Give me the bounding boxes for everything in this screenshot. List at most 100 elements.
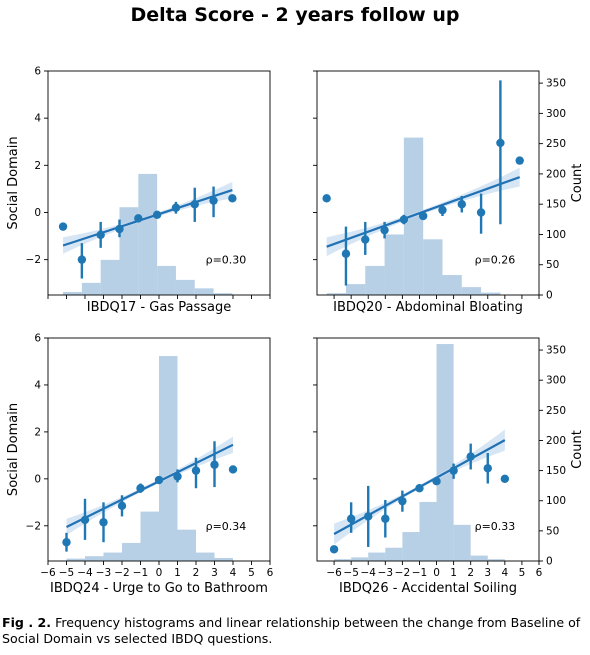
data-point [361, 235, 370, 244]
data-point [476, 208, 486, 217]
x-axis-label: IBDQ24 - Urge to Go to Bathroom [50, 581, 268, 596]
count-tick-label: 350 [546, 345, 566, 357]
hist-bar [122, 542, 141, 561]
hist-bar [365, 265, 385, 295]
x-tick-label: −1 [412, 567, 427, 579]
y-tick-label: −2 [26, 254, 41, 266]
x-tick-label: −3 [96, 567, 111, 579]
data-point [418, 211, 428, 221]
data-point [58, 222, 68, 231]
data-point [136, 484, 145, 493]
y-tick-label: 0 [34, 207, 41, 219]
x-tick-label: 2 [193, 567, 200, 579]
data-point [341, 249, 351, 258]
count-tick-label: 300 [546, 375, 566, 387]
data-point [398, 496, 407, 506]
data-point [500, 474, 510, 484]
data-point [228, 194, 237, 203]
hist-bar [175, 279, 195, 295]
count-tick-label: 150 [546, 199, 566, 211]
hist-bar [419, 501, 437, 561]
count-tick-label: 300 [546, 108, 566, 120]
count-tick-label: 200 [546, 168, 566, 180]
x-tick-label: −5 [343, 567, 358, 579]
y-tick-label: 6 [34, 66, 41, 78]
figure-title: Delta Score - 2 years follow up [130, 4, 460, 26]
hist-bar [470, 555, 488, 561]
x-tick-label: −5 [59, 567, 74, 579]
hist-bar [436, 344, 454, 561]
data-point [381, 514, 390, 523]
hist-bar [442, 275, 462, 295]
data-point [432, 476, 441, 486]
data-point [228, 465, 238, 474]
x-tick-label: −2 [395, 567, 410, 579]
count-tick-label: 350 [546, 78, 566, 90]
hist-bar [138, 173, 158, 295]
hist-bar [385, 547, 403, 561]
x-tick-label: −6 [326, 567, 342, 579]
hist-bar [103, 552, 122, 561]
x-tick-label: 2 [467, 567, 474, 579]
data-point [190, 200, 199, 209]
hist-bar [81, 282, 101, 295]
x-tick-label: 5 [519, 567, 526, 579]
data-point [399, 215, 409, 224]
data-point [346, 514, 356, 523]
x-tick-label: −4 [360, 567, 376, 579]
count-axis-label: Count [570, 164, 585, 203]
data-point [134, 214, 143, 223]
hist-bar [66, 558, 85, 561]
hist-bar [368, 552, 386, 561]
count-tick-label: 100 [546, 495, 566, 507]
count-tick-label: 0 [546, 290, 553, 302]
x-tick-label: −6 [40, 567, 56, 579]
hist-bar [423, 239, 443, 295]
chart-grid: −2 0 2 4 6 IBDQ17 - Gas Passage Social Domain ρ… [6, 66, 585, 597]
x-tick-label: −1 [133, 567, 148, 579]
hist-bar [213, 293, 233, 295]
count-tick-label: 250 [546, 138, 566, 150]
x-tick-label: −2 [114, 567, 129, 579]
figure-caption: Fig . 2. Frequency histograms and linear… [2, 615, 588, 647]
panel-2: 0 50 100 150 200 250 300 350 IBDQ20 - Abdominal … [313, 70, 585, 315]
count-tick-label: 50 [546, 525, 559, 537]
count-tick-label: 50 [546, 259, 559, 271]
rho-annotation: ρ=0.33 [475, 520, 516, 533]
count-tick-label: 100 [546, 229, 566, 241]
y-axis-label: Social Domain [6, 136, 21, 229]
hist-bar [461, 287, 482, 295]
data-point [115, 224, 124, 234]
hist-bar [100, 259, 120, 295]
x-axis-label: IBDQ26 - Accidental Soiling [339, 581, 517, 596]
data-point [96, 230, 105, 240]
data-point [173, 472, 182, 481]
x-tick-label: 0 [156, 567, 163, 579]
x-axis-label: IBDQ20 - Abdominal Bloating [333, 300, 523, 315]
hist-bar [63, 291, 82, 295]
x-tick-label: 4 [230, 567, 237, 579]
panel-1: −2 0 2 4 6 IBDQ17 - Gas Passage Social Domain ρ… [6, 66, 271, 315]
data-point [322, 194, 331, 203]
data-point [449, 466, 458, 475]
hist-bar [384, 234, 404, 295]
y-tick-label: 6 [34, 333, 41, 345]
count-tick-label: 250 [546, 405, 566, 417]
data-point [77, 255, 87, 264]
data-point [99, 518, 108, 527]
hist-bar [326, 293, 346, 295]
data-point [438, 205, 447, 215]
data-point [483, 464, 492, 473]
data-point [191, 466, 201, 475]
rho-annotation: ρ=0.34 [206, 520, 247, 533]
hist-bar [85, 556, 104, 561]
axes-frame [316, 70, 540, 296]
count-tick-label: 200 [546, 435, 566, 447]
data-point [62, 538, 71, 547]
x-tick-label: 6 [536, 567, 543, 579]
rho-annotation: ρ=0.26 [475, 254, 516, 267]
data-point [154, 475, 164, 485]
x-axis-label: IBDQ17 - Gas Passage [87, 300, 231, 315]
y-tick-label: −2 [26, 520, 41, 532]
